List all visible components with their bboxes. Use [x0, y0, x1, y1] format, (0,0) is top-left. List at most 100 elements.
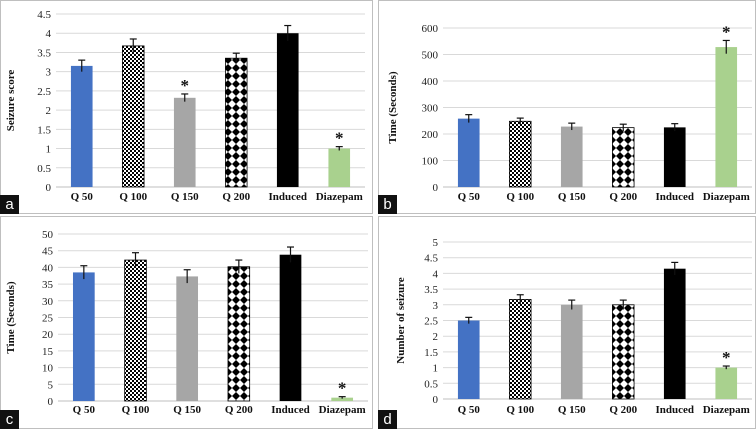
y-tick-label: 3.5 — [424, 284, 438, 296]
bar-d-0 — [457, 320, 480, 399]
y-tick-label: 4 — [46, 28, 52, 40]
y-tick-label: 20 — [42, 329, 54, 341]
chart-panel-c: 0 5 10 15 20 25 30 35 40 45 50 Time (Seconds) Q 50 Q … — [5, 229, 368, 416]
bar-c-0 — [72, 272, 95, 401]
y-tick-label: 3.5 — [37, 47, 51, 59]
y-tick-label: 1.5 — [37, 124, 51, 136]
panel-label-a-box — [0, 195, 19, 214]
y-tick-label: 100 — [422, 156, 439, 168]
significance-star: * — [338, 379, 347, 398]
panel-label-a: a — [5, 196, 14, 213]
panel-label-d-box — [378, 410, 397, 429]
panel-label-c-box — [0, 410, 19, 429]
x-category-label: Q 150 — [558, 404, 586, 416]
x-category-label: Diazepam — [703, 404, 750, 416]
y-tick-label: 50 — [42, 229, 54, 241]
x-category-label: Diazepam — [703, 191, 750, 203]
y-tick-label: 1 — [46, 144, 52, 156]
y-tick-label: 2.5 — [37, 86, 51, 98]
bar-a-0 — [70, 65, 93, 187]
y-tick-label: 0.5 — [424, 378, 438, 390]
y-tick-label: 2.5 — [424, 316, 438, 328]
y-tick-label: 4.5 — [37, 9, 51, 21]
bar-b-5 — [715, 47, 738, 187]
y-tick-label: 30 — [42, 296, 54, 308]
y-tick-label: 45 — [42, 246, 54, 258]
x-category-label: Diazepam — [316, 191, 363, 203]
bar-a-5 — [328, 148, 351, 187]
x-category-label: Q 50 — [458, 191, 481, 203]
x-category-label: Q 200 — [609, 191, 637, 203]
panel-label-b-box — [378, 195, 397, 214]
bar-a-3 — [225, 57, 248, 188]
y-tick-label: 500 — [422, 50, 439, 62]
significance-star: * — [181, 76, 190, 95]
x-category-label: Q 150 — [558, 191, 586, 203]
y-tick-label: 200 — [422, 129, 439, 141]
y-tick-label: 3 — [46, 67, 52, 79]
y-tick-label: 0 — [433, 182, 439, 194]
y-tick-label: 25 — [42, 313, 54, 325]
y-axis-label-a: Seizure score — [5, 70, 17, 132]
panel-label-c: c — [6, 411, 14, 428]
x-category-label: Q 200 — [225, 404, 253, 416]
x-category-label: Diazepam — [319, 404, 366, 416]
y-tick-label: 4 — [433, 268, 439, 280]
chart-panel-b: 0 100 200 300 400 500 600 Time (Seconds) Q 50 Q 1… — [387, 22, 752, 203]
bar-d-5 — [715, 367, 738, 399]
y-tick-label: 1.5 — [424, 347, 438, 359]
bar-a-4 — [276, 33, 299, 187]
y-tick-label: 0 — [48, 396, 54, 408]
x-category-label: Induced — [655, 404, 694, 416]
x-category-label: Induced — [271, 404, 310, 416]
x-category-label: Q 150 — [173, 404, 201, 416]
y-axis-label-b: Time (Seconds) — [387, 71, 399, 144]
x-category-label: Induced — [655, 191, 694, 203]
y-tick-label: 5 — [433, 237, 439, 249]
y-axis-label-d: Number of seizure — [395, 277, 407, 363]
bar-d-4 — [663, 268, 686, 399]
bar-b-4 — [663, 127, 686, 187]
significance-star: * — [335, 129, 344, 148]
bar-c-4 — [279, 254, 302, 401]
bar-c-1 — [124, 259, 147, 402]
bar-c-5 — [331, 397, 354, 401]
y-tick-label: 0 — [433, 394, 439, 406]
y-tick-label: 2 — [433, 331, 439, 343]
x-category-label: Q 100 — [119, 191, 147, 203]
y-tick-label: 10 — [42, 363, 54, 375]
y-tick-label: 1 — [433, 363, 439, 375]
bar-d-2 — [560, 304, 583, 399]
x-category-label: Q 50 — [73, 404, 96, 416]
y-tick-label: 40 — [42, 262, 54, 274]
panel-label-b: b — [383, 196, 391, 213]
y-tick-label: 300 — [422, 103, 439, 115]
y-tick-label: 600 — [422, 23, 439, 35]
x-category-label: Q 50 — [458, 404, 481, 416]
bar-d-3 — [612, 304, 635, 400]
y-axis-label-c: Time (Seconds) — [5, 281, 17, 354]
bar-c-3 — [227, 266, 251, 402]
bar-b-1 — [509, 120, 532, 188]
y-tick-label: 4.5 — [424, 253, 438, 265]
x-category-label: Induced — [268, 191, 307, 203]
significance-star: * — [722, 22, 731, 41]
x-category-label: Q 100 — [506, 191, 534, 203]
x-category-label: Q 50 — [71, 191, 94, 203]
y-tick-label: 0 — [46, 182, 52, 194]
y-tick-label: 400 — [422, 76, 439, 88]
y-tick-label: 3 — [433, 300, 439, 312]
bar-b-2 — [560, 126, 583, 187]
y-tick-label: 35 — [42, 279, 54, 291]
bar-b-3 — [612, 127, 635, 188]
chart-panel-d: 0 0.5 1 1.5 2 2.5 3 3.5 4 4.5 5 Number of seizure Q … — [395, 237, 752, 416]
x-category-label: Q 100 — [506, 404, 534, 416]
bar-b-0 — [457, 118, 480, 187]
bar-a-1 — [122, 45, 145, 188]
y-tick-label: 5 — [48, 379, 54, 391]
significance-star: * — [722, 348, 731, 367]
y-tick-label: 2 — [46, 105, 52, 117]
x-category-label: Q 200 — [222, 191, 250, 203]
y-tick-label: 15 — [42, 346, 54, 358]
